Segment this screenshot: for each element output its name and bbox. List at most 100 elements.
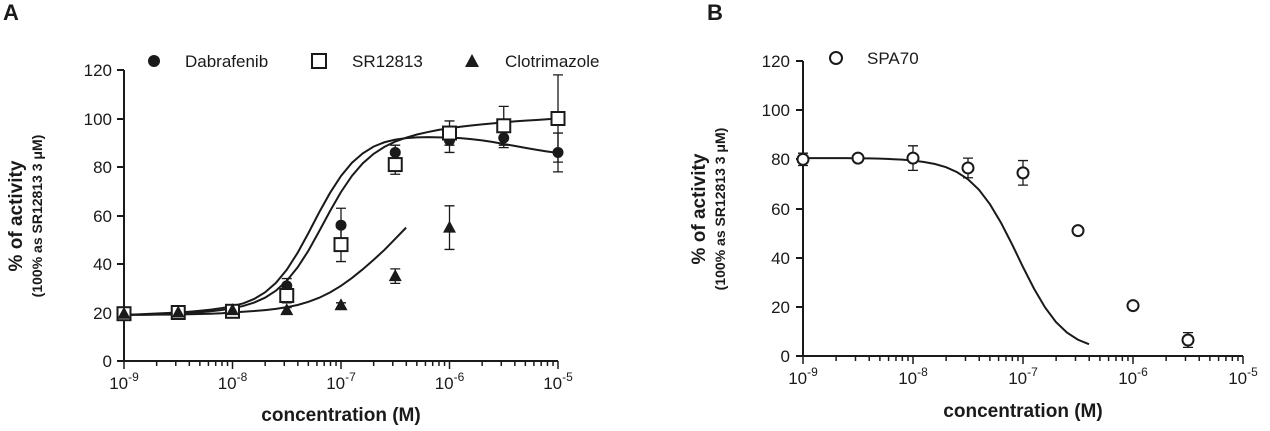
legend-label-sr12813: SR12813 (352, 52, 423, 71)
data-point-sr12813 (550, 111, 566, 126)
legend-marker-open-circle (829, 51, 843, 65)
panel-b-fit-curves (803, 157, 1090, 346)
panel-b-y-axis-label: % of activity (100% as SR12813 3 μM) (689, 128, 728, 291)
panel-b-xtick-label: 10-9 (788, 365, 818, 388)
data-point-sr12813 (442, 125, 457, 141)
panel-a-xtick-label: 10-8 (218, 370, 248, 393)
panel-b-xtick-label: 10-5 (1228, 365, 1258, 388)
data-point-spa70 (961, 161, 975, 175)
data-point-dabrafenib (335, 219, 347, 231)
legend-item-sr12813: SR12813 (311, 52, 423, 71)
data-point-clotrimazole (280, 303, 294, 316)
fit-curve-sr12813 (123, 117, 559, 316)
data-point-spa70 (906, 151, 920, 165)
data-point-spa70 (851, 151, 865, 165)
panel-a-ytick-label: 100 (84, 110, 112, 129)
legend-item-clotrimazole: Clotrimazole (465, 52, 599, 71)
panel-b-error-bars (798, 145, 1193, 349)
panel-b-data-points (796, 151, 1195, 347)
panel-b-xtick-label: 10-6 (1118, 365, 1148, 388)
legend-marker-open-square (311, 53, 327, 69)
fit-curve-dabrafenib (123, 136, 559, 316)
panel-b-ytick: 40 (771, 249, 803, 268)
data-point-sr12813 (496, 118, 512, 134)
panel-a-ytick: 100 (84, 110, 124, 129)
panel-b-legend: SPA70 (829, 49, 919, 68)
panel-a-xtick-label: 10-6 (435, 370, 465, 393)
data-point-sr12813 (387, 157, 403, 173)
data-point-clotrimazole (226, 303, 239, 316)
panel-a-ytick: 60 (93, 207, 124, 226)
fit-curve-spa70 (803, 157, 1090, 346)
panel-a-x-axis-label: concentration (M) (261, 405, 420, 426)
panel-b-letter: B (707, 0, 723, 25)
panel-b-ylabel-main: % of activity (689, 153, 710, 264)
panel-a-ytick: 120 (84, 61, 124, 80)
panel-a-ytick-label: 40 (93, 255, 112, 274)
panel-b-x-tick-labels: 10-9 10-8 10-7 10-6 10-5 (788, 365, 1258, 388)
panel-b-chart: B % of activity (100% as SR12813 3 μM) 0… (689, 0, 1258, 422)
legend-item-dabrafenib: Dabrafenib (148, 52, 268, 71)
legend-marker-filled-triangle (465, 54, 479, 67)
panel-a-ytick: 80 (93, 158, 124, 177)
legend-label-spa70: SPA70 (867, 49, 919, 68)
panel-a-ytick-label: 20 (93, 304, 112, 323)
panel-b-ytick-label: 0 (781, 347, 790, 366)
panel-a-error-bars (119, 74, 563, 318)
panel-b-xtick-label: 10-8 (898, 365, 928, 388)
data-point-dabrafenib (498, 132, 510, 144)
data-point-clotrimazole (388, 269, 402, 282)
panel-a-x-tick-labels: 10-9 10-8 10-7 10-6 10-5 (109, 370, 573, 393)
panel-a-legend: Dabrafenib SR12813 Clotrimazole (148, 52, 599, 71)
panel-a-xtick-label: 10-5 (543, 370, 573, 393)
panel-b-ytick: 20 (771, 298, 803, 317)
data-point-sr12813 (333, 237, 349, 253)
panel-b-y-ticks: 0 20 40 60 80 100 (762, 52, 803, 366)
panel-b-ylabel-sub: (100% as SR12813 3 μM) (712, 128, 728, 291)
data-point-dabrafenib (389, 146, 401, 158)
panel-a-ytick: 40 (93, 255, 124, 274)
panel-a-letter: A (3, 0, 19, 25)
fit-curve-clotrimazole (124, 226, 407, 316)
data-point-dabrafenib (552, 146, 564, 158)
panel-b-ytick-label: 20 (771, 298, 790, 317)
data-point-clotrimazole (117, 306, 131, 319)
panel-b-ytick: 0 (781, 347, 803, 366)
panel-a-y-ticks: 0 20 40 60 80 100 (84, 61, 124, 371)
data-point-sr12813 (279, 288, 295, 304)
panel-a-data-points (116, 111, 566, 322)
data-point-clotrimazole (171, 305, 185, 318)
panel-a-ytick-label: 60 (93, 207, 112, 226)
panel-a-x-ticks (123, 361, 559, 369)
panel-a-ylabel-main: % of activity (6, 160, 27, 271)
data-point-spa70 (796, 152, 810, 166)
panel-b-ytick-label: 40 (771, 249, 790, 268)
panel-a-ytick-label: 120 (84, 61, 112, 80)
data-point-spa70 (1071, 224, 1085, 238)
panel-b-ytick-label: 100 (762, 101, 790, 120)
panel-b-xtick-label: 10-7 (1008, 365, 1038, 388)
panel-a-y-axis-label: % of activity (100% as SR12813 3 μM) (6, 135, 45, 298)
panel-b-ytick-label: 80 (771, 150, 790, 169)
legend-marker-filled-circle (148, 55, 160, 67)
panel-b-x-ticks (802, 356, 1244, 364)
legend-item-spa70: SPA70 (829, 49, 919, 68)
panel-a-xtick-label: 10-9 (109, 370, 139, 393)
data-point-spa70 (1016, 166, 1030, 180)
panel-b-ytick-label: 60 (771, 200, 790, 219)
panel-a-chart: A % of activity (100% as SR12813 3 μM) 0… (3, 0, 599, 426)
data-point-spa70 (1181, 333, 1195, 347)
panel-b-ytick: 120 (762, 52, 803, 71)
panel-a-xtick-label: 10-7 (326, 370, 356, 393)
data-point-clotrimazole (443, 220, 456, 233)
panel-a-ytick-label: 80 (93, 158, 112, 177)
legend-label-clotrimazole: Clotrimazole (505, 52, 599, 71)
panel-a-ytick: 0 (103, 352, 124, 371)
panel-b-x-axis-label: concentration (M) (943, 401, 1102, 422)
data-point-spa70 (1126, 299, 1140, 313)
legend-label-dabrafenib: Dabrafenib (185, 52, 268, 71)
panel-b-ytick-label: 120 (762, 52, 790, 71)
panel-b-ytick: 100 (762, 101, 803, 120)
panel-a-ytick-label: 0 (103, 352, 112, 371)
